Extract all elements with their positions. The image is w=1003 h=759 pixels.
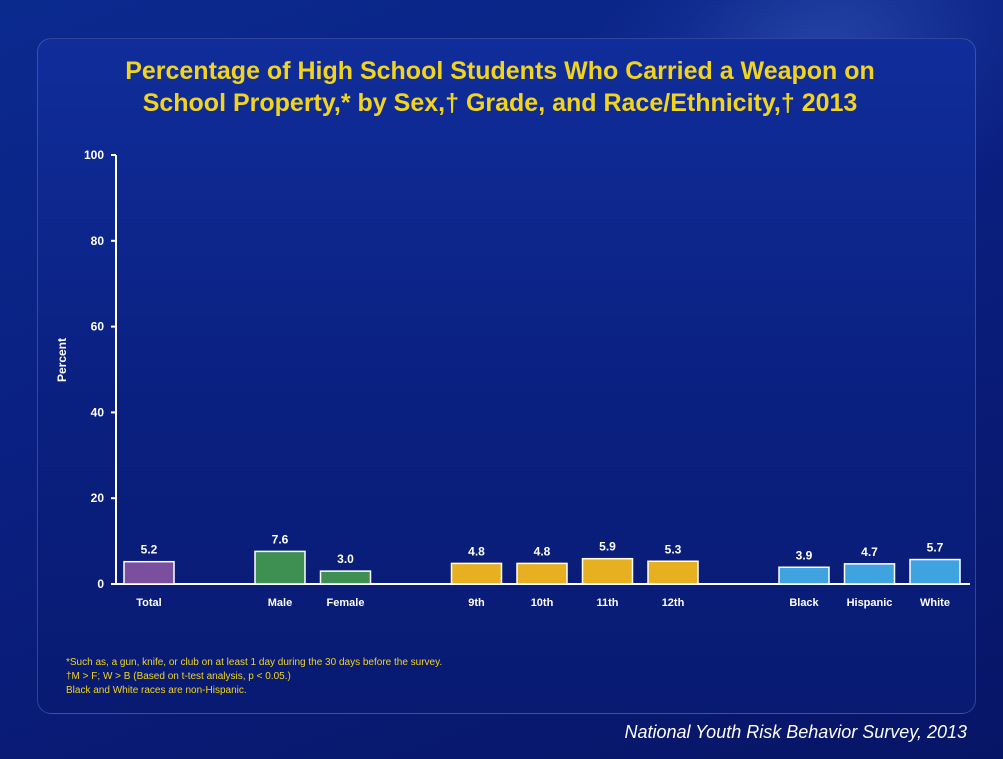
y-tick-label: 40: [91, 405, 105, 419]
x-category-label: 11th: [596, 597, 618, 609]
y-tick-label: 60: [91, 320, 105, 334]
bar: [843, 563, 896, 585]
bar: [254, 550, 306, 585]
x-category-label: Total: [136, 597, 161, 609]
source-citation: National Youth Risk Behavior Survey, 201…: [624, 722, 967, 742]
footnote-3: Black and White races are non-Hispanic.: [66, 685, 247, 696]
x-category-label: Black: [789, 597, 819, 609]
footnotes: *Such as, a gun, knife, or club on at le…: [66, 656, 886, 698]
x-category-label: Hispanic: [847, 597, 893, 609]
bar: [516, 562, 568, 585]
bar-value-label: 3.9: [796, 548, 813, 562]
y-tick-label: 20: [91, 491, 105, 505]
bar-value-label: 4.8: [468, 544, 485, 558]
x-category-label: White: [920, 597, 950, 609]
bar-value-label: 4.7: [861, 545, 878, 559]
footnote-2: †M > F; W > B (Based on t-test analysis,…: [66, 671, 291, 682]
bar-value-label: 5.9: [599, 540, 616, 554]
bar: [450, 562, 503, 585]
x-category-label: Female: [327, 597, 365, 609]
y-tick-label: 100: [84, 148, 104, 162]
bar: [647, 560, 699, 585]
bar: [319, 570, 372, 585]
content-panel: [37, 38, 976, 714]
chart-layer: 0 20 40 60 80 100 5.2 Total 7.6 Male 3.0 Female 4.8 9…: [84, 148, 970, 609]
bar-value-label: 5.2: [141, 543, 158, 557]
x-category-label: 12th: [662, 597, 685, 609]
y-tick-label: 0: [97, 577, 104, 591]
x-category-label: Male: [268, 597, 292, 609]
chart-title: Percentage of High School Students Who C…: [60, 55, 940, 119]
chart-title-line-1: Percentage of High School Students Who C…: [125, 57, 875, 85]
bar: [909, 558, 961, 585]
bar-value-label: 5.3: [665, 542, 682, 556]
bar-value-label: 5.7: [927, 541, 944, 555]
bar-value-label: 4.8: [534, 544, 551, 558]
y-axis-label: Percent: [55, 338, 69, 382]
x-category-label: 9th: [468, 597, 485, 609]
bar-value-label: 3.0: [337, 552, 354, 566]
chart-title-line-2: School Property,* by Sex,† Grade, and Ra…: [142, 89, 858, 117]
bar: [123, 560, 175, 585]
bar: [778, 566, 830, 585]
bar-value-label: 7.6: [272, 532, 289, 546]
bar: [581, 557, 634, 585]
footnote-1: *Such as, a gun, knife, or club on at le…: [66, 657, 443, 668]
y-tick-label: 80: [91, 234, 105, 248]
x-category-label: 10th: [531, 597, 554, 609]
